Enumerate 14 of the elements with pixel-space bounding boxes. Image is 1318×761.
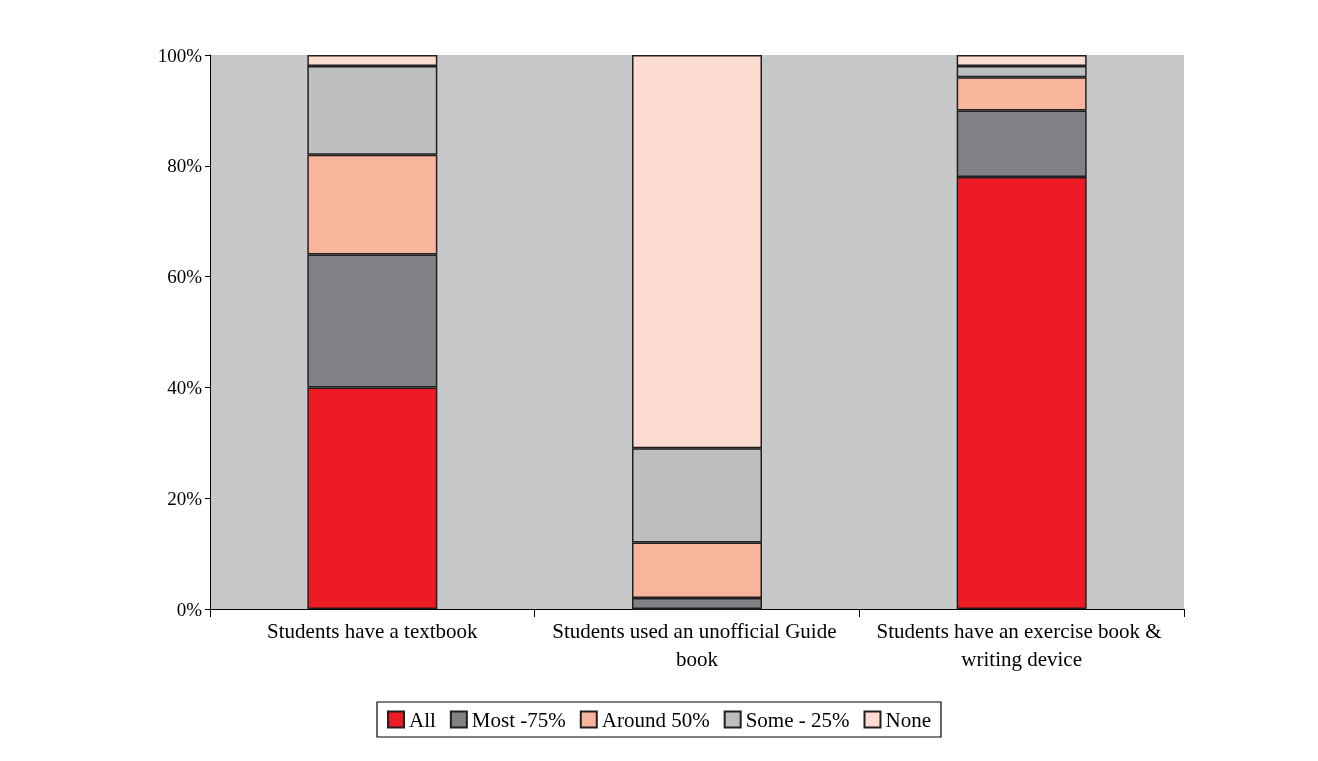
legend-label: Some - 25% — [745, 707, 850, 732]
y-tick-label: 20% — [167, 487, 203, 509]
legend-label: None — [885, 707, 931, 732]
y-tick-label: 40% — [167, 376, 203, 398]
legend-label: Most -75% — [471, 707, 566, 732]
x-tick-label: Students used an unofficial Guide book — [552, 619, 842, 671]
x-tick-label: Students have a textbook — [267, 619, 479, 643]
y-tick-label: 80% — [167, 155, 203, 177]
y-tick-label: 60% — [167, 266, 203, 288]
x-tick-label: Students have an exercise book & writing device — [876, 619, 1167, 671]
legend-label: All — [409, 707, 437, 732]
legend-label: Around 50% — [601, 707, 710, 732]
y-tick-label: 0% — [176, 598, 203, 620]
y-tick-label: 100% — [157, 44, 203, 66]
